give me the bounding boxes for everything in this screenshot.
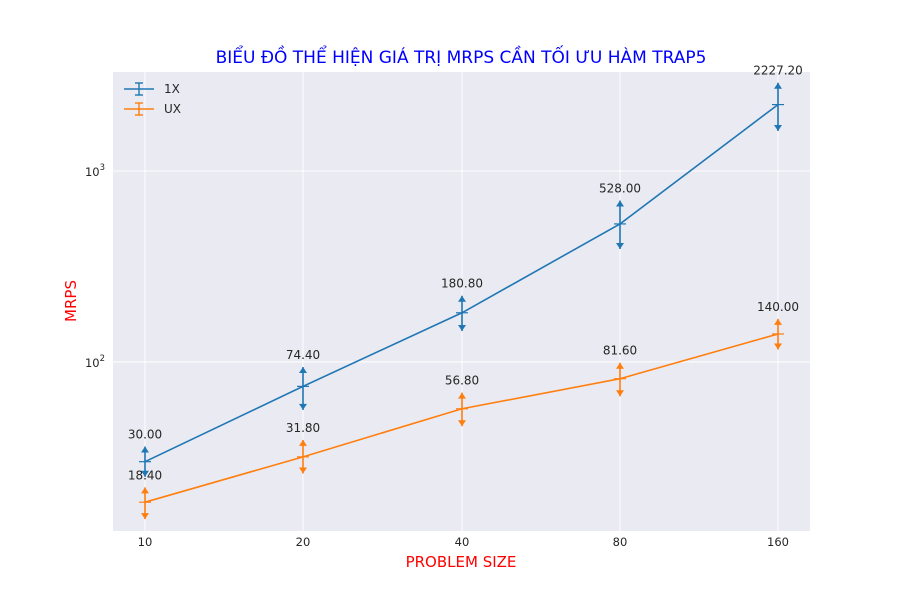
data-labels: 30.00 74.40 180.80 528.00 2227.20 18.40 31.80 5…	[128, 64, 803, 483]
error-bar-upper-cap	[458, 295, 466, 302]
error-bar-lower-cap	[774, 124, 782, 131]
data-label: 180.80	[441, 277, 483, 291]
error-bar-upper-cap	[616, 200, 624, 207]
error-bar-upper-cap	[299, 439, 307, 446]
error-bar-upper-cap	[141, 487, 149, 494]
x-tick-label: 20	[296, 535, 311, 549]
error-bar-lower-cap	[774, 343, 782, 350]
error-bar	[458, 392, 466, 427]
y-tick-exponent: 2	[100, 354, 105, 364]
y-tick-label: 102	[85, 354, 105, 370]
error-bar-upper-cap	[774, 82, 782, 89]
error-bar-lower-cap	[141, 513, 149, 520]
y-axis-label: MRPS	[62, 280, 80, 322]
data-label: 30.00	[128, 428, 162, 442]
x-axis-ticks: 10 20 40 80 160	[138, 535, 789, 549]
data-label: 56.80	[445, 374, 479, 388]
data-label: 140.00	[757, 300, 799, 314]
x-tick-label: 10	[138, 535, 153, 549]
error-bar	[616, 200, 624, 250]
legend-label: 1X	[164, 82, 180, 96]
error-bar	[774, 82, 782, 131]
y-tick-exponent: 3	[100, 163, 105, 173]
x-axis-label: PROBLEM SIZE	[406, 553, 517, 571]
chart-title: BIỂU ĐỒ THỂ HIỆN GIÁ TRỊ MRPS CẦN TỐI ƯU…	[216, 44, 707, 68]
error-bar-upper-cap	[299, 366, 307, 373]
data-label: 74.40	[286, 348, 320, 362]
data-label: 2227.20	[753, 64, 803, 78]
data-label: 81.60	[603, 344, 637, 358]
error-bar	[458, 295, 466, 332]
legend-label: UX	[164, 102, 181, 116]
x-tick-label: 160	[767, 535, 789, 549]
series-1x	[139, 82, 784, 477]
error-bar	[299, 366, 307, 410]
y-tick-base: 10	[85, 165, 100, 179]
error-bar-lower-cap	[458, 420, 466, 427]
data-label: 528.00	[599, 182, 641, 196]
error-bar-lower-cap	[616, 390, 624, 397]
x-tick-label: 40	[455, 535, 470, 549]
error-bar-lower-cap	[299, 467, 307, 474]
error-bar-upper-cap	[774, 318, 782, 325]
error-bar	[141, 487, 149, 520]
error-bar-lower-cap	[616, 243, 624, 250]
y-tick-base: 10	[85, 356, 100, 370]
y-tick-label: 103	[85, 163, 105, 179]
x-tick-label: 80	[613, 535, 628, 549]
error-bar-upper-cap	[458, 392, 466, 399]
series-ux	[139, 318, 784, 520]
error-bar	[616, 362, 624, 397]
series-layer	[139, 82, 784, 520]
error-bar-upper-cap	[141, 446, 149, 453]
data-label: 18.40	[128, 468, 162, 482]
error-bar-lower-cap	[299, 403, 307, 410]
error-bar-upper-cap	[616, 362, 624, 369]
error-bar-lower-cap	[141, 470, 149, 477]
legend-item-1x: 1X	[124, 82, 180, 96]
error-bar-lower-cap	[458, 325, 466, 332]
legend-item-ux: UX	[124, 102, 181, 116]
legend: 1X UX	[124, 82, 181, 116]
data-label: 31.80	[286, 421, 320, 435]
